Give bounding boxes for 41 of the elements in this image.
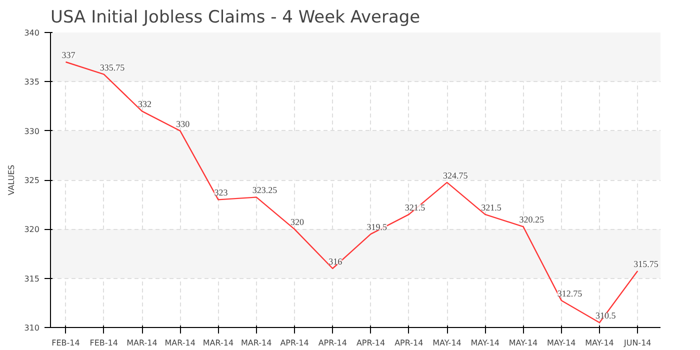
x-tick-label: MAY-14	[432, 338, 462, 348]
data-label: 332	[138, 99, 152, 110]
x-tick-label: APR-14	[280, 338, 309, 348]
y-tick-label: 320	[24, 225, 40, 234]
x-tick-label: MAY-14	[508, 338, 538, 348]
data-label: 316	[328, 256, 343, 266]
data-label: 335.75	[100, 62, 126, 72]
data-label: 315.75	[634, 258, 659, 269]
data-label: 320.25	[519, 214, 544, 225]
x-tick-label: FEB-14	[52, 338, 80, 348]
data-label: 321.5	[481, 202, 502, 212]
chart-title: USA Initial Jobless Claims - 4 Week Average	[50, 8, 420, 28]
y-axis-title: VALUES	[7, 164, 16, 196]
data-label: 337	[62, 50, 76, 60]
x-tick-label: MAR-14	[241, 338, 272, 348]
y-tick-label: 310	[24, 324, 40, 332]
x-tick-label: APR-14	[394, 338, 424, 348]
y-tick-label: 325	[24, 176, 40, 185]
data-label: 324.75	[443, 170, 468, 180]
data-label: 323.25	[252, 185, 278, 196]
x-tick-label: MAY-14	[546, 338, 576, 348]
x-tick-label: MAR-14	[164, 338, 196, 348]
y-tick-label: 330	[24, 126, 40, 136]
x-tick-label: MAR-14	[202, 338, 234, 348]
data-label: 323	[214, 188, 228, 198]
data-label: 312.75	[557, 288, 583, 298]
data-label: 319.5	[366, 222, 388, 232]
x-tick-label: APR-14	[356, 338, 386, 348]
data-label: 310.5	[596, 310, 616, 321]
data-label: 321.5	[404, 202, 426, 212]
x-tick-label: JUN-14	[622, 338, 652, 348]
data-label: 330	[176, 118, 190, 129]
x-tick-label: FEB-14	[90, 338, 118, 348]
y-tick-label: 340	[24, 28, 40, 38]
x-tick-label: MAR-14	[126, 338, 158, 348]
x-tick-label: APR-14	[318, 338, 347, 348]
y-tick-label: 335	[24, 78, 40, 87]
y-tick-label: 315	[24, 274, 40, 284]
data-label: 320	[290, 217, 304, 228]
x-tick-label: MAY-14	[470, 338, 500, 348]
x-tick-label: MAY-14	[585, 338, 614, 348]
